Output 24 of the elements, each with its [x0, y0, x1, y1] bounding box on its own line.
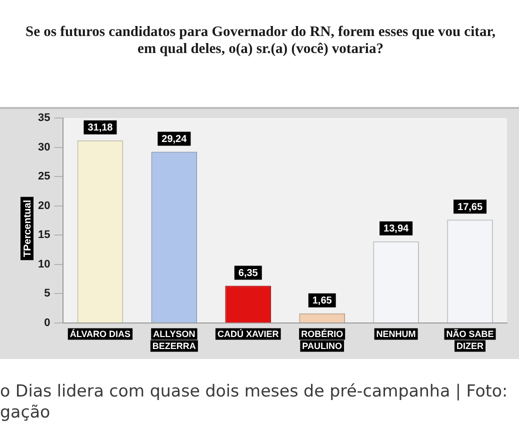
text: gação [0, 402, 50, 422]
x-tick-label: ALLYSON BEZERRA [152, 328, 196, 351]
data-label: 29,24 [162, 134, 188, 145]
data-label: 31,18 [88, 122, 114, 134]
data-label: 17,65 [458, 202, 483, 213]
y-tick-label: 25 [38, 170, 50, 183]
x-tick-label: CADÚ XAVIER [217, 328, 280, 339]
y-tick-label: 10 [38, 258, 50, 270]
x-tick-label: ROBÉRIO PAULINO [301, 328, 344, 351]
data-label: 6,35 [238, 268, 258, 280]
y-tick-label: 0 [44, 317, 50, 330]
y-tick-label: 35 [38, 112, 50, 124]
x-tick-label: NÃO SABE DIZER [446, 328, 494, 351]
y-tick-label: 5 [44, 288, 50, 300]
y-axis-title: TPercentual [22, 200, 34, 258]
y-tick-label: 15 [38, 229, 50, 242]
y-tick-label: 30 [38, 141, 50, 154]
x-tick-label: ÁLVARO DIAS [70, 328, 131, 339]
data-label: 1,65 [312, 296, 332, 307]
y-tick-label: 20 [38, 200, 50, 212]
text: o Dias lidera com quase dois meses de pré-campanha | Foto: [0, 381, 508, 400]
chart-title: Se os futuros candidatos para Governador do RN, forem esses que vou citar, em qual deles, o(a) sr.(a) (você) votaria? [26, 24, 496, 57]
x-tick-label: NENHUM [376, 328, 416, 339]
data-label: 13,94 [384, 224, 410, 235]
